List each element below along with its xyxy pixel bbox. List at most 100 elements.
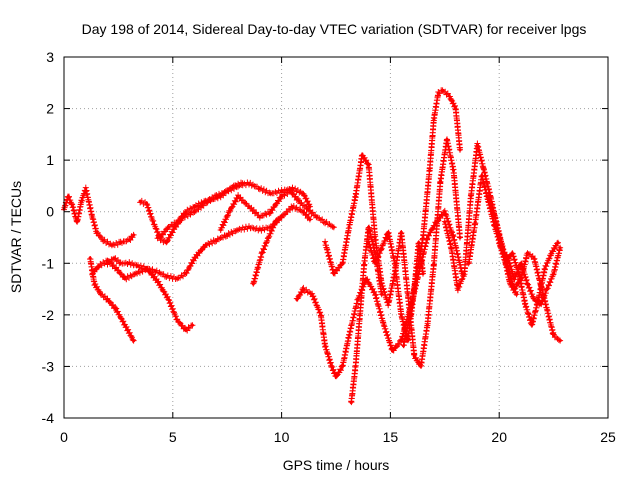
- data-point: [493, 215, 497, 219]
- data-layer: [61, 87, 564, 406]
- y-tick-label: -1: [42, 255, 55, 271]
- data-point: [367, 225, 371, 229]
- data-point: [310, 292, 314, 296]
- data-point: [92, 282, 97, 286]
- x-tick-label: 25: [600, 429, 616, 445]
- data-point: [486, 194, 490, 198]
- y-tick-label: 1: [46, 152, 54, 168]
- data-point: [127, 238, 131, 242]
- data-point: [427, 168, 432, 173]
- data-point: [323, 241, 327, 245]
- data-point: [219, 228, 223, 232]
- data-point: [373, 292, 377, 296]
- data-point: [436, 91, 440, 95]
- data-point: [166, 225, 171, 229]
- series-arc-11: [348, 224, 385, 406]
- series-arc-13: [400, 87, 463, 349]
- data-point: [340, 364, 345, 369]
- data-point: [227, 210, 231, 214]
- data-point: [71, 204, 75, 209]
- data-point: [467, 261, 471, 265]
- x-axis-label: GPS time / hours: [283, 457, 390, 473]
- data-point: [236, 194, 240, 198]
- data-point: [506, 266, 510, 271]
- data-point: [347, 333, 351, 338]
- data-point: [532, 297, 536, 301]
- data-point: [314, 215, 319, 219]
- data-point: [247, 204, 251, 209]
- data-point: [258, 186, 262, 191]
- data-point: [166, 297, 171, 301]
- data-point: [79, 199, 84, 203]
- series-arc-15: [465, 173, 564, 308]
- data-point: [393, 261, 397, 265]
- y-tick-label: -3: [42, 358, 55, 374]
- series-arc-17: [496, 239, 561, 328]
- data-point: [280, 215, 284, 219]
- data-point: [438, 179, 443, 183]
- series-arc-2: [87, 256, 137, 344]
- x-tick-label: 15: [383, 429, 399, 445]
- data-point: [118, 241, 123, 245]
- series-arc-6: [154, 179, 246, 246]
- data-point: [334, 375, 338, 379]
- data-point: [401, 344, 406, 348]
- data-point: [269, 192, 273, 196]
- data-point: [445, 137, 449, 142]
- data-point: [232, 184, 236, 188]
- data-point: [525, 251, 530, 255]
- data-point: [206, 199, 210, 203]
- data-point: [419, 364, 423, 369]
- data-point: [138, 199, 142, 203]
- data-point: [414, 272, 419, 276]
- data-point: [332, 225, 336, 229]
- data-point: [441, 88, 445, 93]
- y-tick-label: 3: [46, 49, 54, 65]
- data-point: [456, 287, 460, 291]
- data-point: [308, 217, 312, 222]
- data-point: [536, 297, 540, 301]
- data-point: [280, 189, 284, 193]
- data-point: [247, 181, 251, 185]
- data-point: [97, 264, 101, 268]
- data-point: [530, 323, 534, 327]
- data-point: [432, 117, 436, 121]
- data-point: [552, 333, 556, 338]
- data-point: [510, 251, 514, 255]
- data-point: [473, 220, 477, 224]
- data-point: [545, 287, 549, 291]
- data-point: [164, 241, 168, 245]
- data-point: [390, 349, 395, 353]
- data-point: [386, 302, 390, 307]
- data-point: [290, 204, 295, 209]
- y-tick-label: 2: [46, 101, 54, 117]
- data-point: [90, 272, 94, 276]
- data-point: [301, 210, 305, 214]
- x-tick-label: 10: [274, 429, 290, 445]
- data-point: [523, 302, 527, 307]
- data-point: [358, 313, 362, 317]
- data-point: [340, 261, 345, 265]
- data-point: [549, 251, 554, 255]
- data-point: [66, 194, 70, 198]
- data-point: [114, 266, 118, 271]
- data-point: [399, 313, 403, 317]
- data-point: [443, 220, 447, 224]
- data-point: [184, 328, 188, 332]
- data-point: [458, 235, 462, 240]
- data-point: [347, 225, 351, 229]
- chart-title: Day 198 of 2014, Sidereal Day-to-day VTE…: [82, 21, 587, 37]
- data-point: [184, 272, 188, 276]
- series-arc-8: [250, 213, 285, 287]
- data-point: [373, 235, 377, 240]
- data-point: [75, 220, 79, 224]
- data-point: [219, 194, 223, 198]
- data-point: [432, 261, 436, 265]
- data-point: [380, 246, 384, 250]
- data-point: [386, 230, 390, 234]
- data-point: [330, 364, 334, 369]
- data-point: [373, 251, 377, 255]
- data-point: [412, 354, 416, 358]
- data-point: [153, 269, 157, 273]
- data-point: [552, 272, 556, 276]
